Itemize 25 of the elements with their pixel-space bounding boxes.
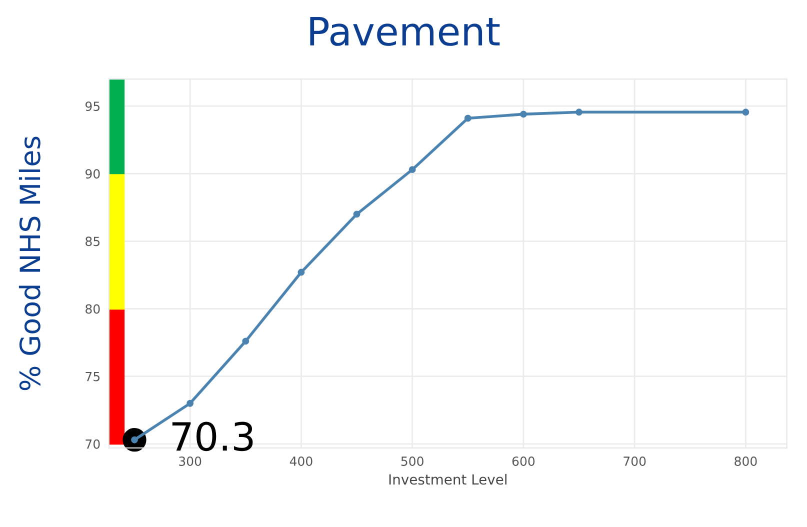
x-tick-label: 600 [512, 456, 535, 466]
point [353, 210, 360, 218]
y-tick-label: 95 [85, 102, 100, 111]
point [298, 268, 305, 276]
y-tick-label: 80 [86, 304, 100, 314]
point [242, 338, 250, 345]
point [408, 166, 416, 174]
y-axis-title: % Good NHS Miles [18, 136, 40, 390]
x-tick-label: 800 [734, 456, 757, 466]
chart-title: Pavement [310, 17, 500, 46]
point [576, 108, 582, 116]
y-tick-label: 75 [86, 372, 100, 382]
y-tick-label: 70 [86, 439, 100, 449]
point [464, 114, 472, 122]
y-tick-label: 85 [86, 236, 100, 246]
point [742, 108, 750, 116]
x-tick-label: 700 [624, 456, 646, 466]
annotation: 70.3 [172, 422, 253, 452]
x-tick-label: 300 [179, 456, 202, 466]
point [520, 110, 527, 118]
point [186, 400, 194, 407]
x-axis-title: Investment Level [389, 474, 506, 485]
x-tick-label: 400 [290, 456, 312, 466]
y-tick-label: 90 [85, 169, 100, 179]
x-tick-label: 500 [401, 456, 424, 466]
